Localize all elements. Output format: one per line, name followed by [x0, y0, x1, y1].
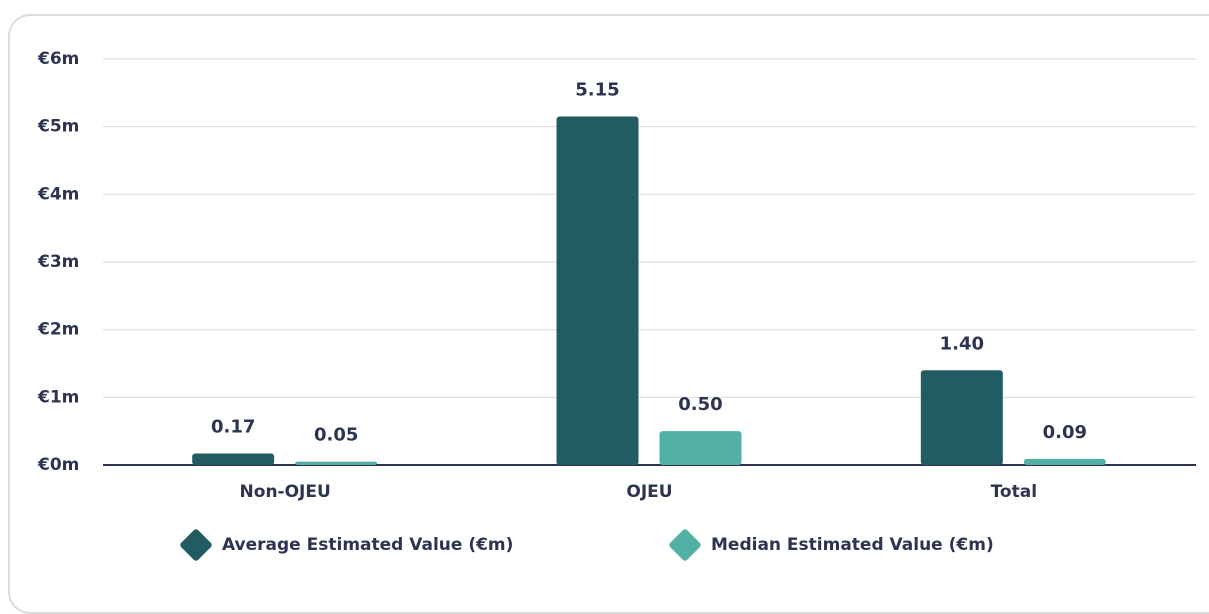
y-tick-label: €1m	[37, 387, 79, 407]
bar	[659, 431, 742, 465]
y-tick-label: €4m	[37, 184, 79, 204]
x-tick-label: OJEU	[626, 482, 672, 502]
bar	[295, 461, 378, 465]
value-label: 0.17	[211, 416, 255, 437]
value-label: 1.40	[940, 333, 984, 354]
legend-marker	[669, 529, 701, 561]
value-label: 0.05	[314, 425, 358, 446]
legend-label: Median Estimated Value (€m)	[711, 535, 994, 555]
bar	[556, 116, 639, 466]
value-label: 0.50	[678, 394, 722, 415]
x-tick-label: Total	[991, 482, 1037, 502]
y-tick-label: €6m	[37, 49, 79, 69]
y-tick-label: €0m	[37, 455, 79, 475]
bar	[192, 453, 275, 465]
bar	[920, 370, 1003, 465]
legend-label: Average Estimated Value (€m)	[222, 535, 513, 555]
bar	[1023, 458, 1106, 465]
x-tick-label: Non-OJEU	[240, 482, 331, 502]
chart: €0m €1m €2m €3m €4m €5m €6m Non-OJEU 0.17 0.05 OJE…	[37, 49, 1196, 561]
legend-marker	[180, 529, 212, 561]
page: {"chart_data": {"type": "bar", "categori…	[8, 14, 1209, 614]
value-label: 5.15	[575, 80, 619, 101]
y-tick-label: €3m	[37, 252, 79, 272]
y-tick-label: €2m	[37, 320, 79, 340]
value-label: 0.09	[1043, 422, 1087, 443]
y-tick-label: €5m	[37, 117, 79, 137]
